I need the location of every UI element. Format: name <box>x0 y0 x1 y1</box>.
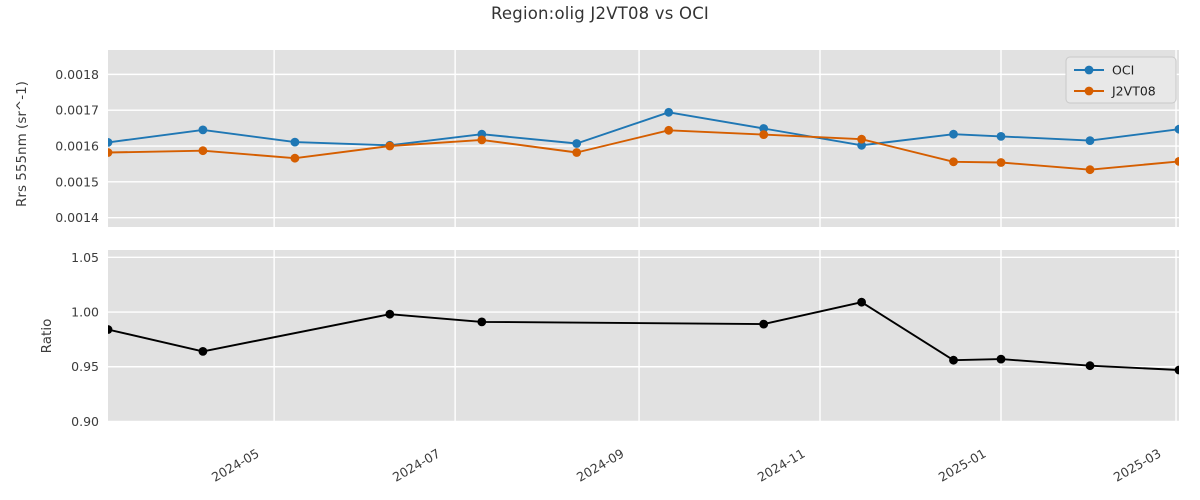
data-point-ratio <box>996 354 1006 364</box>
data-point-j2vt08 <box>290 153 300 163</box>
data-point-ratio <box>198 347 208 356</box>
y-tick-label: 0.0017 <box>55 103 99 118</box>
plot-background <box>108 250 1179 422</box>
x-tick-label: 2025-01 <box>936 446 989 485</box>
data-point-oci <box>664 107 674 117</box>
data-point-oci <box>1085 136 1095 146</box>
data-point-j2vt08 <box>664 125 674 135</box>
data-point-ratio <box>1174 365 1179 375</box>
y-tick-label: 0.0015 <box>55 174 99 189</box>
series-ratio <box>108 297 1179 375</box>
y-tick-label: 1.05 <box>71 250 99 265</box>
data-point-ratio <box>1085 361 1095 371</box>
data-point-j2vt08 <box>108 148 113 157</box>
x-tick-label: 2024-07 <box>390 446 443 485</box>
y-tick-labels: 0.90 0.95 1.00 1.05 <box>71 250 99 429</box>
y-tick-labels: 0.0014 0.0015 0.0016 0.0017 0.0018 <box>55 67 99 225</box>
y-tick-label: 0.0018 <box>55 67 99 82</box>
data-point-ratio <box>108 325 113 334</box>
x-tick-labels: 2024-05 2024-07 2024-09 2024-11 2025-01 2025-… <box>209 446 1164 485</box>
y-tick-label: 1.00 <box>71 305 99 320</box>
data-point-j2vt08 <box>1085 165 1095 175</box>
legend-label: J2VT08 <box>1111 84 1156 99</box>
legend-label: OCI <box>1112 63 1134 78</box>
x-tick-label: 2024-11 <box>755 446 808 485</box>
x-tick-label: 2025-03 <box>1111 446 1164 485</box>
data-point-j2vt08 <box>949 157 958 167</box>
legend-marker <box>1084 65 1094 75</box>
data-point-ratio <box>759 319 769 329</box>
y-tick-label: 0.0014 <box>55 210 99 225</box>
data-point-ratio <box>477 317 487 327</box>
data-point-j2vt08 <box>996 158 1006 167</box>
data-point-oci <box>198 125 208 135</box>
data-point-oci <box>996 132 1006 141</box>
data-point-oci <box>108 138 113 147</box>
data-point-oci <box>1174 124 1179 134</box>
chart-title: Region:olig J2VT08 vs OCI <box>491 4 709 23</box>
data-point-oci <box>949 129 958 139</box>
gridlines <box>108 250 1179 423</box>
data-point-j2vt08 <box>759 130 769 140</box>
data-point-j2vt08 <box>477 135 487 145</box>
data-point-ratio <box>857 297 866 307</box>
data-point-j2vt08 <box>572 148 582 157</box>
data-point-oci <box>857 140 866 150</box>
data-point-j2vt08 <box>857 134 866 144</box>
data-point-ratio <box>385 309 395 319</box>
data-point-j2vt08 <box>198 146 208 156</box>
data-point-oci <box>759 124 769 133</box>
y-tick-label: 0.0016 <box>55 139 99 154</box>
x-tick-label: 2024-05 <box>209 446 262 485</box>
series-j2vt08 <box>108 125 1179 175</box>
data-point-ratio <box>949 355 958 365</box>
data-point-oci <box>290 137 300 147</box>
y-tick-label: 0.95 <box>71 359 99 374</box>
x-tick-label: 2024-09 <box>574 446 627 485</box>
data-point-oci <box>572 139 582 148</box>
data-point-j2vt08 <box>385 141 395 151</box>
legend: OCI J2VT08 <box>1065 56 1177 104</box>
y-tick-label: 0.90 <box>71 414 99 429</box>
data-point-j2vt08 <box>1174 157 1179 166</box>
rrs-subplot: 0.0014 0.0015 0.0016 0.0017 0.0018 OCI J2VT08 <box>55 50 1179 227</box>
legend-marker <box>1084 86 1094 96</box>
